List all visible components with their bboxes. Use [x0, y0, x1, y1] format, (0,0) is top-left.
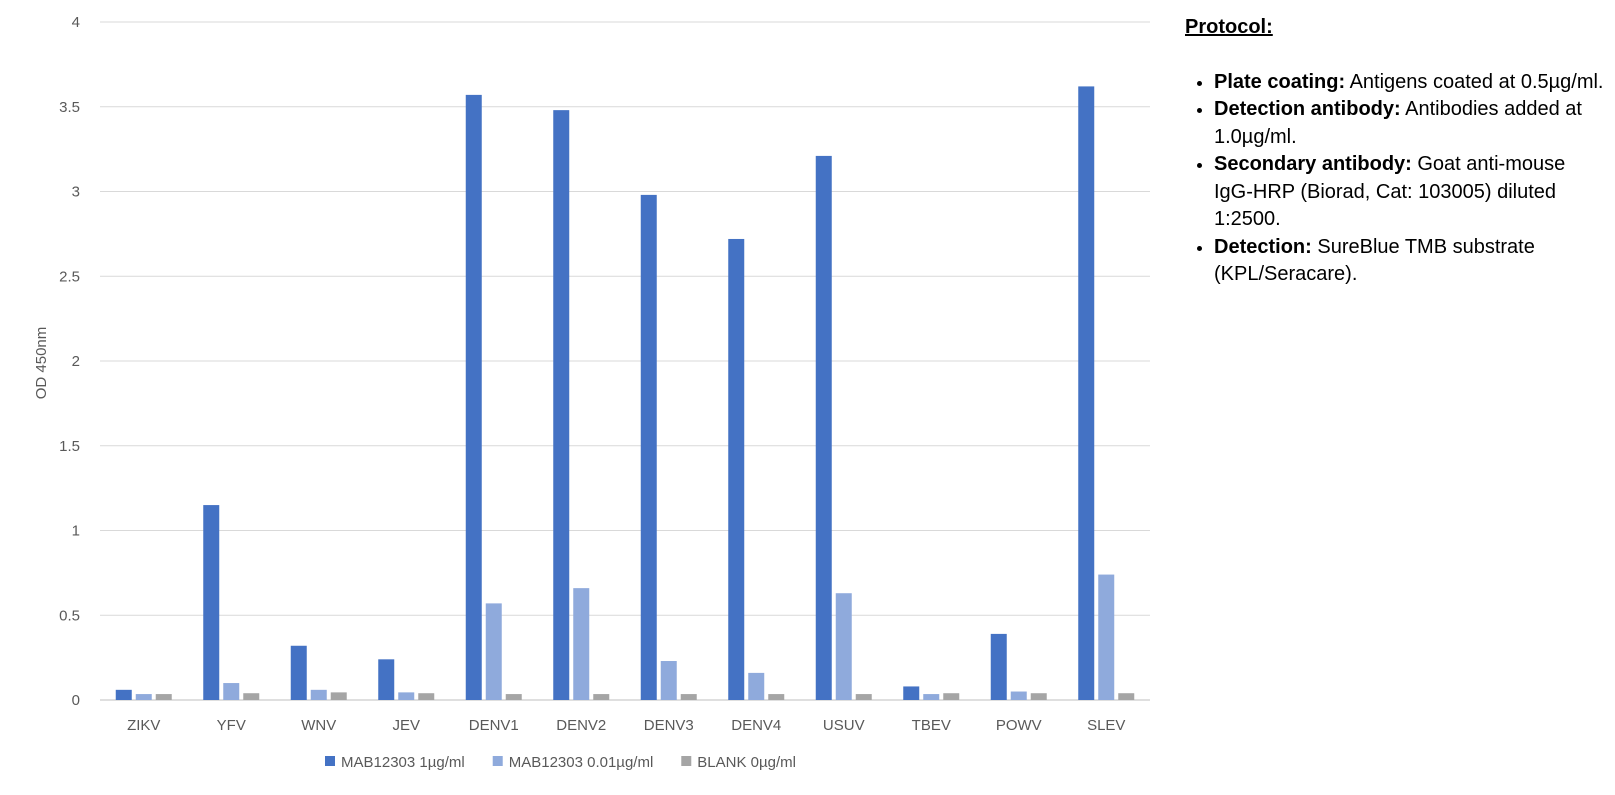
x-tick-label: ZIKV — [127, 717, 160, 734]
bar — [593, 694, 610, 700]
bar — [923, 694, 940, 700]
y-tick-label: 0.5 — [59, 607, 80, 624]
protocol-item-text: SureBlue TMB substrate (KPL/Seracare). — [1214, 235, 1535, 286]
y-tick-label: 0 — [72, 692, 80, 709]
protocol-item-label: Secondary antibody: — [1214, 153, 1412, 175]
legend: MAB12303 1µg/ml MAB12303 0.01µg/ml BLANK 0… — [325, 754, 796, 771]
bar — [943, 693, 960, 700]
bar — [1118, 693, 1135, 700]
x-tick-label: WNV — [301, 717, 336, 734]
bar — [290, 645, 307, 700]
legend-label: MAB12303 1µg/ml — [341, 754, 465, 771]
bar — [1098, 574, 1115, 700]
bar — [203, 505, 220, 700]
y-tick-label: 1.5 — [59, 438, 80, 455]
protocol-item-label: Plate coating: — [1214, 70, 1346, 93]
protocol-item-text: Antigens coated at 0.5µg/ml. — [1345, 70, 1604, 93]
y-tick-label: 2 — [72, 353, 80, 370]
bar — [1030, 693, 1047, 700]
protocol-item: Detection antibody: Antibodies added at … — [1214, 96, 1605, 151]
y-tick-labels: 0 0.5 1 1.5 2 2.5 3 3.5 4 — [59, 14, 80, 709]
x-tick-label: POWV — [996, 717, 1042, 734]
bar — [1078, 86, 1095, 700]
protocol-panel: Protocol: Plate coating: Antigens coated… — [1185, 14, 1605, 289]
bar — [418, 693, 435, 700]
bar — [640, 194, 657, 700]
y-tick-label: 1 — [72, 523, 80, 540]
bar — [378, 659, 395, 700]
bar — [748, 672, 765, 700]
bar — [505, 694, 522, 700]
protocol-title: Protocol: — [1185, 16, 1273, 38]
x-tick-label: DENV3 — [644, 717, 694, 734]
y-tick-label: 4 — [72, 14, 80, 31]
bar — [243, 693, 260, 700]
legend-swatch — [325, 756, 335, 766]
bar — [223, 683, 240, 700]
bar — [135, 694, 152, 700]
x-tick-label: DENV2 — [556, 717, 606, 734]
bar — [310, 689, 327, 700]
protocol-item-label: Detection antibody: — [1214, 98, 1401, 120]
y-axis-label: OD 450nm — [33, 327, 50, 400]
legend-swatch — [681, 756, 692, 766]
protocol-item-text: Goat anti-mouse IgG-HRP (Biorad, Cat: 10… — [1214, 153, 1566, 230]
bar-chart: 0 0.5 1 1.5 2 2.5 3 3.5 4 ZIKV YFV WNV JEV DENV1 DENV… — [33, 14, 1150, 771]
bar — [990, 633, 1007, 700]
legend-label: BLANK 0µg/ml — [697, 754, 796, 771]
bar — [855, 694, 872, 700]
protocol-list: Plate coating: Antigens coated at 0.5µg/… — [1185, 69, 1605, 289]
x-tick-label: JEV — [392, 717, 420, 734]
bar — [728, 238, 745, 700]
x-tick-label: YFV — [217, 717, 246, 734]
protocol-item: Secondary antibody: Goat anti-mouse IgG-… — [1214, 151, 1605, 234]
protocol-item-label: Detection: — [1214, 235, 1312, 258]
bar — [398, 692, 415, 700]
bar — [553, 110, 570, 700]
x-tick-label: SLEV — [1087, 717, 1125, 734]
bar — [115, 689, 132, 700]
bar — [680, 694, 697, 700]
bar — [330, 692, 347, 700]
bar — [768, 694, 785, 700]
legend-label: MAB12303 0.01µg/ml — [509, 754, 654, 771]
bar — [1010, 691, 1027, 700]
y-tick-label: 3 — [72, 184, 80, 201]
legend-swatch — [492, 756, 503, 766]
protocol-item: Detection: SureBlue TMB substrate (KPL/S… — [1214, 234, 1605, 289]
bar — [903, 686, 920, 700]
bar — [485, 603, 502, 700]
protocol-item: Plate coating: Antigens coated at 0.5µg/… — [1214, 69, 1605, 97]
bar — [835, 593, 852, 700]
bar — [815, 155, 832, 700]
gridlines — [100, 21, 1150, 701]
y-tick-label: 3.5 — [59, 99, 80, 116]
x-tick-label: USUV — [823, 717, 865, 734]
bar — [660, 661, 677, 700]
y-tick-label: 2.5 — [59, 268, 80, 285]
bar — [465, 94, 482, 700]
bars — [115, 86, 1135, 700]
x-tick-label: DENV4 — [731, 717, 781, 734]
bar — [573, 588, 590, 700]
protocol-item-text: Antibodies added at 1.0µg/ml. — [1214, 98, 1582, 148]
x-tick-label: DENV1 — [469, 717, 519, 734]
bar — [155, 694, 172, 700]
x-tick-label: TBEV — [912, 717, 951, 734]
x-tick-labels: ZIKV YFV WNV JEV DENV1 DENV2 DENV3 DENV4 USUV TBE… — [127, 717, 1125, 734]
